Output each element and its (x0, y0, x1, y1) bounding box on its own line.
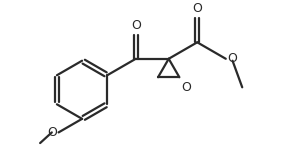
Text: O: O (181, 81, 191, 94)
Text: O: O (47, 126, 57, 139)
Text: O: O (228, 52, 238, 65)
Text: O: O (192, 2, 202, 15)
Text: O: O (131, 19, 141, 32)
